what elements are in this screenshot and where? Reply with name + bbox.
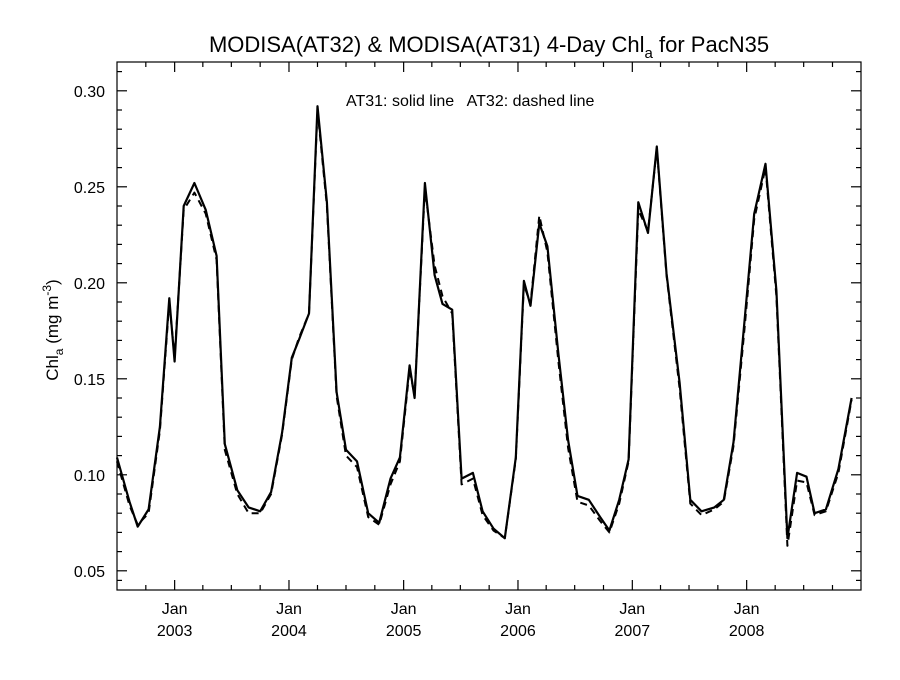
x-tick-label-year: 2004: [271, 623, 307, 640]
y-tick-label: 0.15: [74, 372, 105, 389]
x-tick-label-month: Jan: [276, 601, 302, 618]
y-tick-label: 0.05: [74, 564, 105, 581]
x-tick-label-month: Jan: [619, 601, 645, 618]
chart-title-main: MODISA(AT32) & MODISA(AT31) 4-Day Chl: [209, 32, 645, 57]
plot-frame: [116, 61, 862, 591]
y-axis-label-unit: (mg m: [43, 296, 62, 349]
series-line-at32: [116, 109, 853, 547]
x-tick-label-year: 2005: [386, 623, 422, 640]
x-tick-label-month: Jan: [734, 601, 760, 618]
x-tick-label-year: 2008: [729, 623, 765, 640]
y-tick-label: 0.30: [74, 84, 105, 101]
x-tick-label-year: 2007: [615, 623, 651, 640]
legend-annotation: AT31: solid line AT32: dashed line: [346, 93, 595, 110]
y-axis-label-superscript: -3: [40, 285, 54, 296]
x-tick-label-month: Jan: [162, 601, 188, 618]
y-axis-label: Chla (mg m-3): [40, 279, 66, 380]
x-tick-label-month: Jan: [391, 601, 417, 618]
y-tick-label: 0.25: [74, 180, 105, 197]
x-axis-ticks: Jan 2003 Jan 2004 Jan 2005 Jan 2006 Jan 2007 Jan 20…: [145, 62, 834, 640]
chart-title: MODISA(AT32) & MODISA(AT31) 4-Day Chla f…: [209, 32, 769, 62]
series-line-at31: [115, 105, 853, 540]
chart-title-suffix: for PacN35: [653, 32, 769, 57]
x-tick-label-year: 2003: [157, 623, 193, 640]
x-tick-label-month: Jan: [505, 601, 531, 618]
y-axis-ticks: 0.05 0.10 0.15 0.20 0.25 0.30: [74, 70, 861, 582]
y-tick-label: 0.20: [74, 276, 105, 293]
y-axis-label-subscript: a: [52, 348, 66, 355]
chart-title-subscript: a: [645, 45, 654, 62]
y-axis-label-close: ): [43, 279, 62, 285]
y-axis-label-main: Chl: [43, 355, 62, 381]
y-tick-label: 0.10: [74, 468, 105, 485]
series-layer: [115, 105, 853, 547]
x-tick-label-year: 2006: [500, 623, 536, 640]
